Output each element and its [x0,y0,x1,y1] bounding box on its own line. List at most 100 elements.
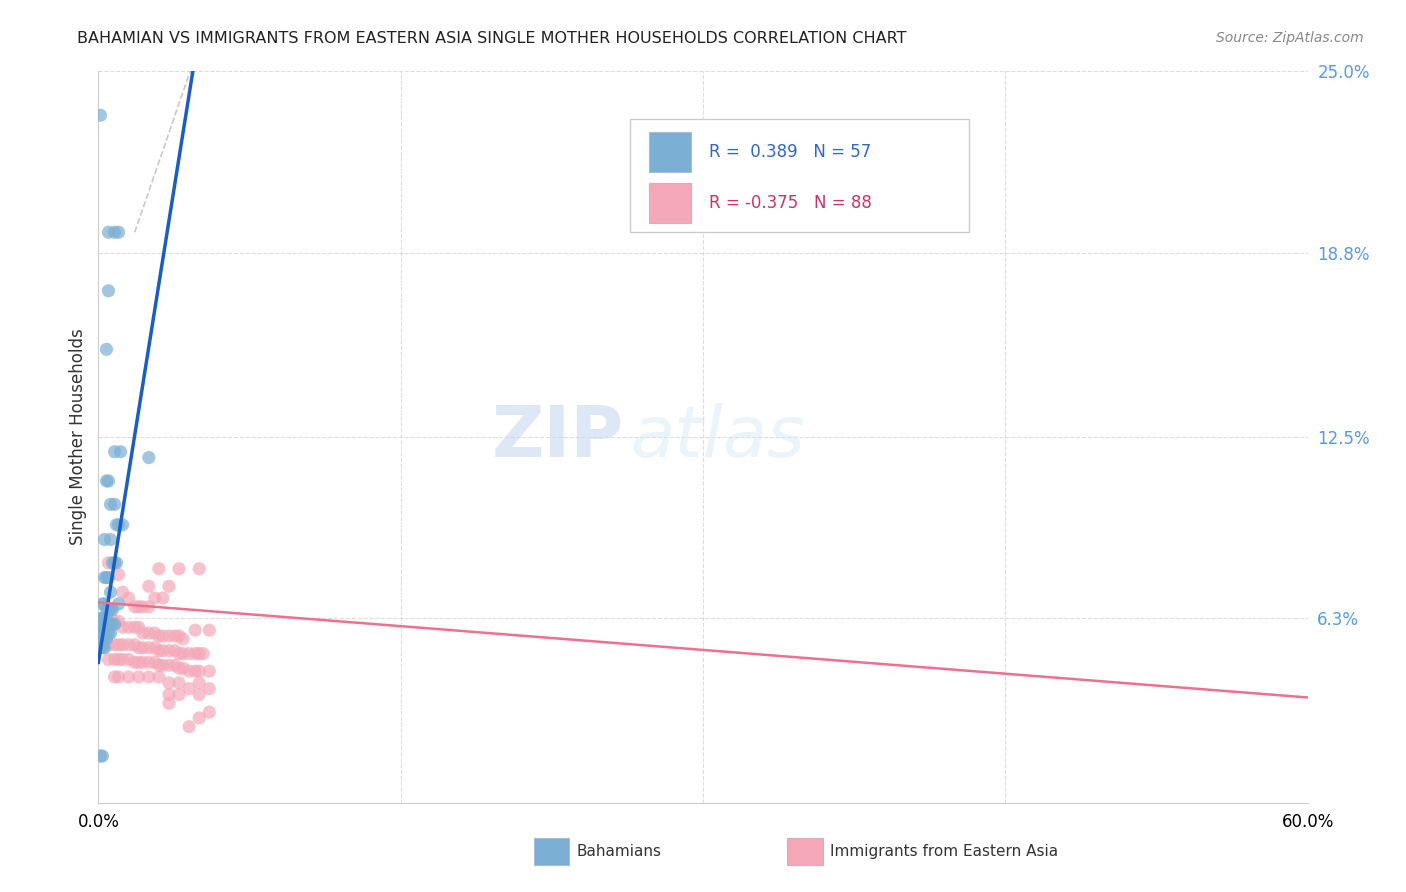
Point [148,658,170,673]
Point [179,647,201,661]
Point [138,670,160,684]
Point [105,556,128,570]
Point [124,656,146,670]
Point [193,647,215,661]
Point [148,670,170,684]
Point [91,611,114,625]
Point [118,670,141,684]
Text: Bahamians: Bahamians [576,845,661,859]
Text: atlas: atlas [630,402,806,472]
Point [101,617,124,632]
Point [107,615,129,629]
Point [128,670,150,684]
Point [167,647,190,661]
Point [107,517,129,532]
Point [96,632,118,646]
Point [163,658,186,673]
Point [118,652,141,666]
Point [111,620,134,634]
Point [91,749,114,764]
Point [103,497,125,511]
Point [132,656,155,670]
Point [93,640,115,655]
Point [100,497,122,511]
Point [107,638,129,652]
Point [97,225,120,239]
Point [96,343,118,357]
Point [143,656,166,670]
Point [111,517,134,532]
Point [167,688,190,702]
Point [97,570,120,584]
Point [157,658,180,673]
Point [172,661,194,675]
Point [100,617,122,632]
Point [143,591,166,605]
Point [91,623,114,637]
Point [138,656,160,670]
Point [128,656,150,670]
Point [93,597,115,611]
Point [91,640,114,655]
Y-axis label: Single Mother Households: Single Mother Households [69,329,87,545]
Point [118,591,141,605]
Point [143,626,166,640]
Point [167,676,190,690]
Point [152,658,174,673]
Point [100,626,122,640]
Point [167,562,190,576]
Point [105,517,128,532]
Point [100,603,122,617]
Point [148,629,170,643]
Text: ZIP: ZIP [492,402,624,472]
Point [152,591,174,605]
Text: BAHAMIAN VS IMMIGRANTS FROM EASTERN ASIA SINGLE MOTHER HOUSEHOLDS CORRELATION CH: BAHAMIAN VS IMMIGRANTS FROM EASTERN ASIA… [77,31,907,46]
Point [198,681,221,696]
Point [198,705,221,719]
Point [163,629,186,643]
Point [103,652,125,666]
Point [157,579,180,593]
Point [188,664,211,678]
Point [148,643,170,657]
Point [188,711,211,725]
Point [100,533,122,547]
Text: Source: ZipAtlas.com: Source: ZipAtlas.com [1216,31,1364,45]
Point [89,611,111,625]
Point [93,623,115,637]
Point [91,597,114,611]
Point [103,444,125,458]
Point [184,647,207,661]
Point [89,640,111,655]
Text: Immigrants from Eastern Asia: Immigrants from Eastern Asia [830,845,1057,859]
Point [132,640,155,655]
Point [157,643,180,657]
Point [184,623,207,637]
Point [198,664,221,678]
Point [89,623,111,637]
Point [97,617,120,632]
Point [172,647,194,661]
Point [132,599,155,614]
Point [100,585,122,599]
Point [103,670,125,684]
Point [97,603,120,617]
Point [101,603,124,617]
Point [97,284,120,298]
Point [97,474,120,488]
Point [188,562,211,576]
Point [118,620,141,634]
Point [188,688,211,702]
Point [179,720,201,734]
Point [152,643,174,657]
Point [138,640,160,655]
Point [107,567,129,582]
Point [148,562,170,576]
Point [107,652,129,666]
Point [103,638,125,652]
Point [138,450,160,465]
Bar [648,183,690,224]
Point [128,599,150,614]
Point [172,632,194,646]
Point [188,647,211,661]
